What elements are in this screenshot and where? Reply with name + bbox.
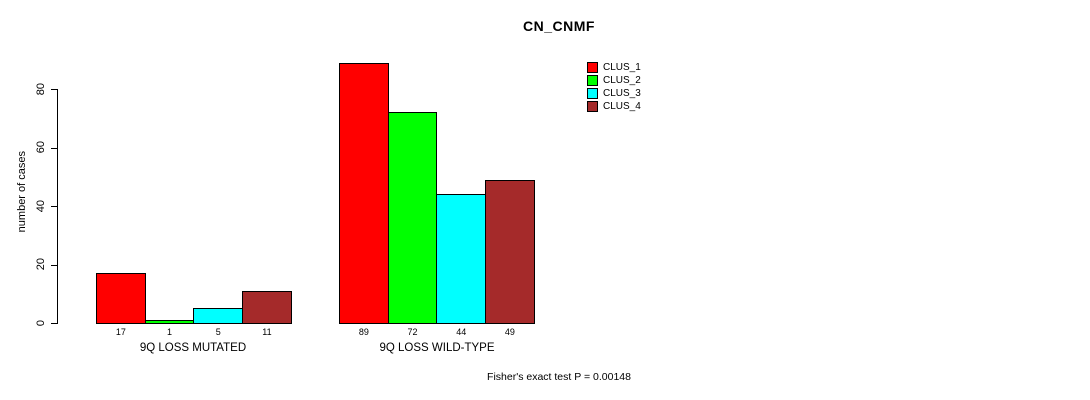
y-tick-label-text: 0 <box>35 319 47 327</box>
bar-value-label: 72 <box>407 327 418 337</box>
bar-clus_3-wild-type <box>436 194 487 324</box>
y-tick-mark <box>51 89 57 90</box>
y-tick-mark <box>51 147 57 149</box>
group-label-mutated: 9Q LOSS MUTATED <box>139 342 247 354</box>
legend-item-clus_4: CLUS_4 <box>587 100 641 113</box>
chart-title: CN_CNMF <box>523 18 595 34</box>
y-tick-label-text: 60 <box>35 141 47 154</box>
footnote-fisher-test: Fisher's exact test P = 0.00148 <box>487 371 631 383</box>
bar-value-label: 44 <box>456 327 467 337</box>
bar-clus_2-wild-type <box>387 112 438 324</box>
legend-swatch-icon <box>587 75 598 86</box>
y-tick-label: 0 <box>34 310 48 336</box>
bar-value-label: 11 <box>262 327 272 337</box>
y-tick-label-text: 40 <box>35 199 47 213</box>
legend-label: CLUS_2 <box>603 75 641 86</box>
legend-swatch-icon <box>587 101 598 112</box>
bar-value-label: 49 <box>504 327 515 337</box>
y-tick-label-text: 20 <box>35 258 47 271</box>
bar-clus_1-mutated <box>96 273 146 324</box>
bar-value-label: 17 <box>115 327 126 337</box>
y-tick-label-text: 80 <box>35 82 47 96</box>
bar-value-label: 5 <box>215 327 221 337</box>
legend-label: CLUS_4 <box>603 101 641 112</box>
y-tick-label: 60 <box>34 135 48 161</box>
bar-clus_3-mutated <box>193 308 244 324</box>
y-tick-label: 80 <box>34 76 48 102</box>
bar-value-label: 89 <box>358 327 369 337</box>
y-tick-mark <box>51 323 57 324</box>
legend-label: CLUS_3 <box>603 88 641 99</box>
y-axis-line <box>57 89 58 324</box>
bar-clus_4-mutated <box>242 290 292 324</box>
legend-item-clus_1: CLUS_1 <box>587 61 641 74</box>
group-label-wild-type: 9Q LOSS WILD-TYPE <box>379 342 495 354</box>
legend-swatch-icon <box>587 62 598 73</box>
y-tick-mark <box>51 264 57 266</box>
y-tick-label: 40 <box>34 193 48 219</box>
bar-value-label: 1 <box>167 327 173 337</box>
legend-item-clus_2: CLUS_2 <box>587 74 641 87</box>
bar-clus_1-wild-type <box>339 62 389 324</box>
legend-swatch-icon <box>587 88 598 99</box>
bar-clus_2-mutated <box>144 320 195 324</box>
bar-clus_4-wild-type <box>485 179 535 324</box>
y-tick-mark <box>51 206 57 207</box>
y-tick-label: 20 <box>34 252 48 278</box>
legend-label: CLUS_1 <box>603 62 641 73</box>
legend-item-clus_3: CLUS_3 <box>587 87 641 100</box>
